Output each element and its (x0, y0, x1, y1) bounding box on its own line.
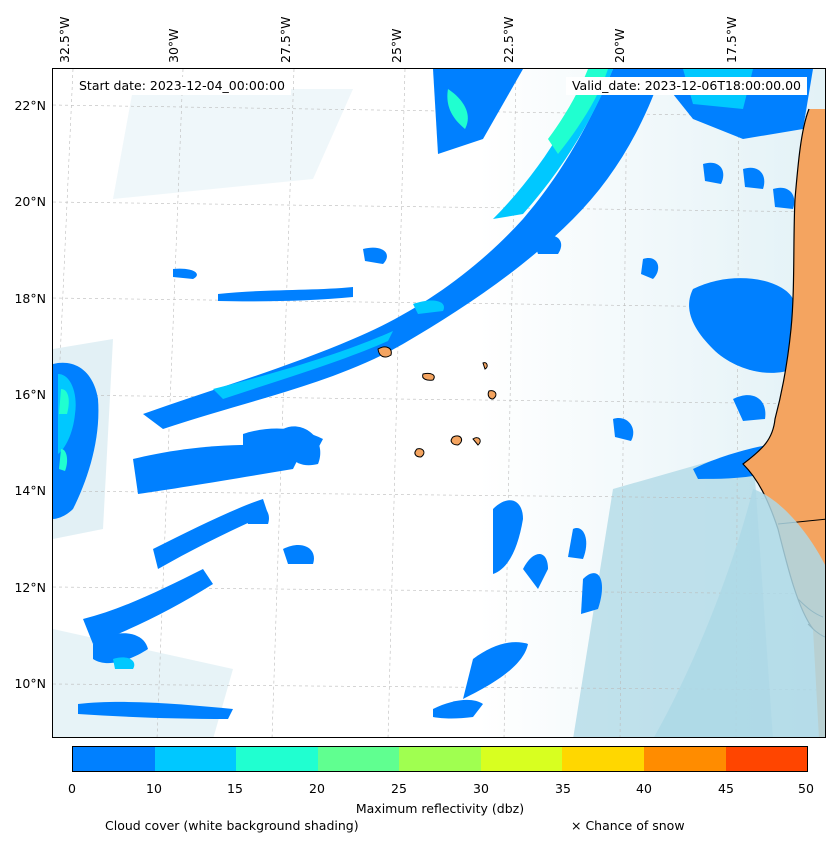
cloud-cover-shading (113, 89, 353, 199)
valid-date-label: Valid_date: 2023-12-06T18:00:00.00 (565, 77, 807, 95)
colorbar-segment (643, 747, 726, 771)
start-date-label: Start date: 2023-12-04_00:00:00 (73, 77, 291, 95)
colorbar-segment (725, 747, 808, 771)
colorbar-title: Maximum reflectivity (dbz) (355, 801, 525, 816)
lon-label: 22.5°W (501, 16, 516, 63)
snow-legend: × Chance of snow (571, 818, 685, 833)
lon-label: 30°W (166, 28, 181, 63)
reflectivity-cell (59, 449, 68, 471)
colorbar-segment (236, 747, 318, 771)
lat-label: 18°N (14, 291, 46, 306)
cloud-cover-land (654, 489, 825, 737)
colorbar-tick-label: 20 (309, 781, 325, 796)
colorbar-tick-label: 10 (146, 781, 162, 796)
lat-label: 16°N (14, 387, 46, 402)
colorbar-segment (562, 747, 644, 771)
colorbar-segment (317, 747, 400, 771)
colorbar-segment (480, 747, 563, 771)
colorbar-tick-label: 30 (473, 781, 489, 796)
colorbar-tick-label: 45 (718, 781, 734, 796)
lon-label: 20°W (612, 28, 627, 63)
colorbar-segment (73, 747, 155, 771)
colorbar-tick-label: 0 (68, 781, 76, 796)
lon-label: 32.5°W (57, 16, 72, 63)
reflectivity-band (143, 69, 663, 429)
colorbar-segment (154, 747, 237, 771)
cape-verde-islands (377, 346, 497, 458)
colorbar-tick-label: 40 (636, 781, 652, 796)
lon-label: 25°W (389, 28, 404, 63)
reflectivity-band (447, 89, 468, 129)
lat-label: 22°N (14, 98, 46, 113)
reflectivity-cell (59, 389, 69, 414)
colorbar-tick-label: 15 (227, 781, 243, 796)
reflectivity-map (53, 69, 825, 737)
reflectivity-colorbar (72, 746, 808, 772)
lat-label: 12°N (14, 580, 46, 595)
lat-label: 20°N (14, 194, 46, 209)
reflectivity-cells-moderate (113, 300, 444, 669)
colorbar-tick-label: 50 (798, 781, 814, 796)
colorbar-segment (399, 747, 481, 771)
lat-label: 10°N (14, 676, 46, 691)
reflectivity-band (213, 331, 393, 399)
reflectivity-band (433, 69, 523, 154)
cloud-cover-legend: Cloud cover (white background shading) (105, 818, 359, 833)
colorbar-tick-label: 35 (555, 781, 571, 796)
lon-label: 17.5°W (724, 16, 739, 63)
lat-label: 14°N (14, 483, 46, 498)
lon-label: 27.5°W (278, 16, 293, 63)
map-panel: Start date: 2023-12-04_00:00:00 Valid_da… (52, 68, 826, 738)
reflectivity-cells (78, 162, 825, 719)
colorbar-tick-label: 25 (391, 781, 407, 796)
